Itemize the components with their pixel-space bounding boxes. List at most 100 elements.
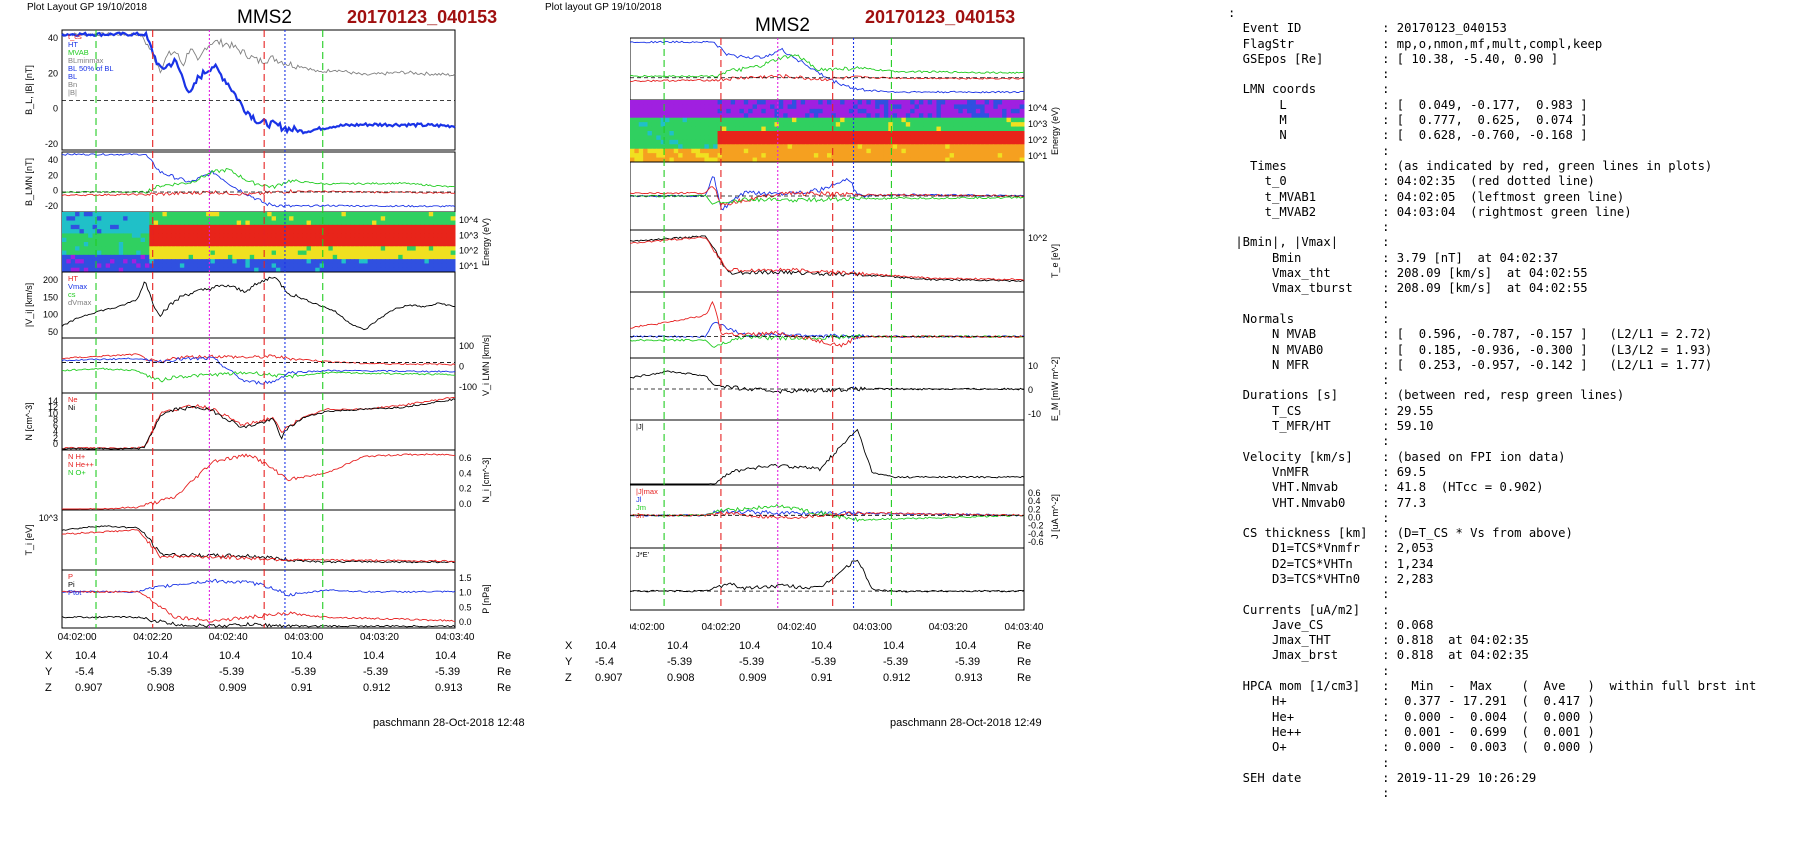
- spectrogram-cell: [932, 157, 937, 163]
- spectrogram-cell: [153, 233, 159, 239]
- spectrogram-cell: [730, 100, 736, 105]
- spectrogram-cell: [669, 104, 675, 110]
- spectrogram-cell: [197, 242, 203, 247]
- spectrogram-cell: [695, 117, 701, 123]
- spectrogram-cell: [647, 108, 653, 114]
- spectrogram-cell: [110, 224, 115, 230]
- spectrogram-cell: [70, 212, 76, 217]
- spectrogram-cell: [337, 224, 342, 230]
- spectrogram-cell: [206, 254, 211, 260]
- spectrogram-cell: [726, 157, 732, 163]
- spectrogram-cell: [918, 157, 924, 163]
- spectrogram-cell: [857, 100, 863, 105]
- spectrogram-cell: [778, 131, 784, 136]
- spectrogram-cell: [748, 135, 754, 141]
- spectrogram-cell: [765, 100, 771, 105]
- spectrogram-cell: [686, 108, 692, 114]
- position-value: 10.4: [75, 650, 97, 662]
- spectrogram-cell: [297, 212, 303, 217]
- position-value: 0.908: [667, 672, 695, 684]
- spectrogram-cell: [752, 126, 758, 132]
- spectrogram-cell: [306, 254, 312, 260]
- spectrogram-cell: [201, 216, 207, 222]
- spectrogram-cell: [665, 131, 670, 136]
- spectrogram-cell: [1006, 135, 1012, 141]
- spectrogram-cell: [708, 131, 714, 136]
- spectrogram-cell: [258, 250, 264, 256]
- spectrogram-cell: [424, 229, 430, 234]
- spectrogram-cell: [358, 263, 364, 269]
- spectrogram-cell: [770, 108, 775, 114]
- time-tick-label: 04:03:00: [853, 622, 892, 633]
- spectrogram-cell: [962, 108, 968, 114]
- spectrogram-cell: [166, 212, 172, 217]
- spectrogram-cell: [892, 100, 898, 105]
- spectrogram-cell: [704, 157, 710, 163]
- spectrogram-cell: [918, 122, 924, 128]
- spectrogram-cell: [897, 135, 902, 141]
- spectrogram-cell: [897, 126, 902, 132]
- spectrogram-cell: [879, 113, 885, 119]
- spectrogram-cell: [1006, 148, 1012, 154]
- spectrogram-cell: [634, 113, 640, 119]
- spectrogram-cell: [105, 250, 111, 256]
- spectrogram-cell: [389, 233, 395, 239]
- spectrogram-cell: [980, 108, 986, 114]
- spectrogram-cell: [866, 131, 872, 136]
- spectrogram-cell: [385, 237, 390, 243]
- spectrogram-cell: [638, 108, 644, 114]
- spectrogram-cell: [75, 216, 80, 222]
- spectrogram-cell: [306, 267, 312, 273]
- spectrogram-cell: [647, 100, 653, 105]
- y-tick-label: 0: [53, 439, 58, 449]
- spectrogram-cell: [726, 135, 732, 141]
- spectrogram-cell: [223, 242, 229, 247]
- spectrogram-cell: [428, 263, 434, 269]
- y-tick-label: 10^3: [39, 513, 58, 523]
- spectrogram-cell: [341, 212, 347, 217]
- spectrogram-cell: [210, 263, 216, 269]
- position-value: -5.39: [219, 666, 245, 678]
- spectrogram-cell: [726, 131, 732, 136]
- spectrogram-cell: [131, 254, 137, 260]
- spectrogram-cell: [1010, 108, 1016, 114]
- spectrogram-cell: [927, 139, 933, 145]
- legend-entry: MVAB: [68, 48, 89, 57]
- spectrogram-cell: [927, 144, 933, 150]
- spectrogram-cell: [197, 237, 203, 243]
- y-tick-label: 0: [53, 186, 58, 196]
- spectrogram-cell: [406, 267, 412, 273]
- legend-entry: BL: [68, 72, 77, 81]
- spectrogram-cell: [660, 117, 666, 123]
- spectrogram-cell: [643, 144, 649, 150]
- spectrogram-cell: [275, 259, 281, 264]
- spectrogram-cell: [988, 126, 994, 132]
- spectrogram-cell: [967, 153, 972, 159]
- spectrogram-cell: [310, 242, 316, 247]
- spectrogram-cell: [630, 153, 635, 159]
- spectrogram-cell: [875, 126, 881, 132]
- spectrogram-cell: [997, 148, 1003, 154]
- spectrogram-cell: [805, 122, 810, 128]
- position-value: -5.39: [291, 666, 317, 678]
- spectrogram-cell: [656, 135, 662, 141]
- spectrogram-cell: [822, 113, 828, 119]
- spectrogram-cell: [984, 135, 990, 141]
- spectrogram-cell: [857, 157, 863, 163]
- spectrogram-cell: [927, 100, 933, 105]
- spectrogram-cell: [962, 100, 968, 105]
- spectrogram-cell: [958, 153, 964, 159]
- spectrogram-cell: [245, 263, 251, 269]
- time-tick-label: 04:03:20: [929, 622, 968, 633]
- position-value: -5.4: [75, 666, 94, 678]
- spectrogram-cell: [345, 220, 351, 226]
- spectrogram-cell: [332, 224, 338, 230]
- spectrogram-cell: [958, 157, 964, 163]
- spectrogram-cell: [796, 117, 802, 123]
- spectrogram-cell: [275, 267, 281, 273]
- spectrogram-cell: [866, 100, 872, 105]
- spectrogram-cell: [774, 117, 780, 123]
- spectrogram-cell: [332, 220, 338, 226]
- spectrogram-cell: [958, 148, 964, 154]
- spectrogram-cell: [398, 250, 404, 256]
